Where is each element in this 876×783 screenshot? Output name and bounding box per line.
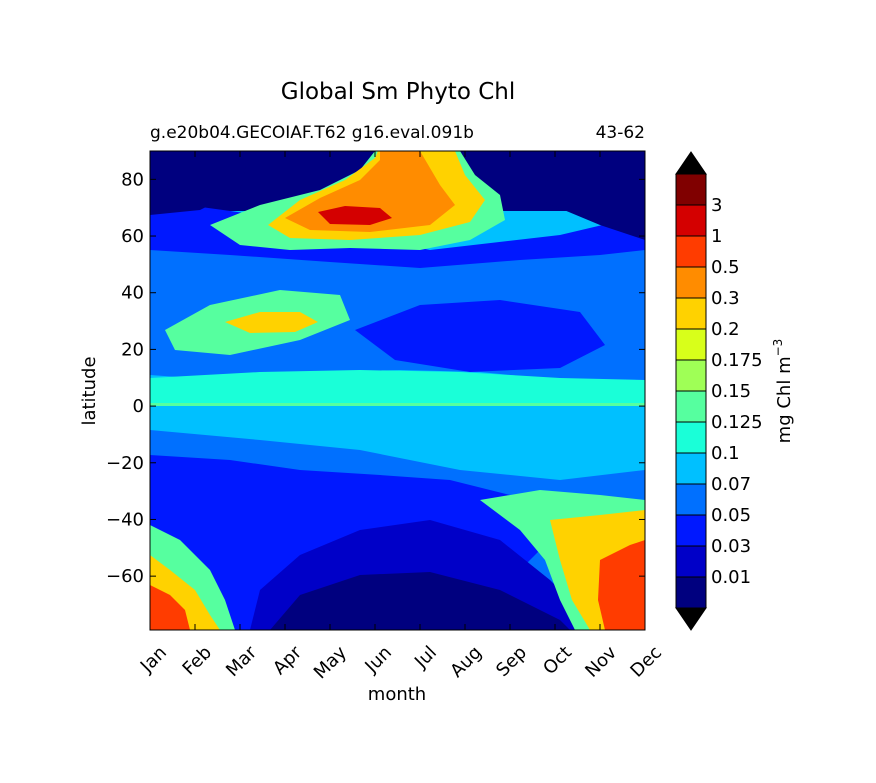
y-tick-label: −40	[106, 509, 144, 530]
colorbar-tick-label: 0.15	[711, 381, 751, 402]
colorbar-tick-label: 0.3	[711, 288, 740, 309]
y-axis-ticks: −60 −40 −20 0 20 40 60 80	[106, 169, 645, 587]
colorbar-segment	[675, 452, 707, 485]
colorbar-segment	[675, 545, 707, 578]
x-tick-label: Jul	[410, 642, 441, 673]
region-southern-ocean-dark	[270, 572, 570, 630]
colorbar-segment	[675, 266, 707, 299]
region-southern-summer-bloom-core	[598, 540, 645, 630]
region-north-winter-clear	[150, 151, 645, 240]
colorbar-segment	[675, 421, 707, 454]
colorbar-segment	[675, 173, 707, 206]
colorbar-segment	[675, 204, 707, 237]
x-tick-label: Mar	[222, 642, 261, 681]
colorbar-tick-label: 1	[711, 226, 722, 247]
colorbar-segment	[675, 297, 707, 330]
heatmap-field	[150, 151, 645, 630]
region-north-oligotrophic-gyre	[355, 300, 605, 372]
chart-subtitle-right: 43-62	[596, 123, 645, 143]
colorbar-tick-label: 0.5	[711, 257, 740, 278]
colorbar-tick-label: 0.2	[711, 319, 740, 340]
y-tick-label: 20	[121, 339, 144, 360]
colorbar-tick-label: 0.1	[711, 443, 740, 464]
region-equator-line	[150, 403, 645, 406]
chart-title: Global Sm Phyto Chl	[281, 79, 515, 105]
colorbar-segment	[675, 359, 707, 392]
x-tick-label: May	[310, 642, 351, 683]
colorbar-tick-label: 0.03	[711, 536, 751, 557]
colorbar-label-text: mg Chl m	[774, 356, 795, 443]
x-tick-label: Sep	[492, 642, 531, 681]
y-tick-label: −60	[106, 566, 144, 587]
region-southern-late-summer-bloom-core	[150, 585, 190, 630]
colorbar-segment	[675, 483, 707, 516]
chart-subtitle-left: g.e20b04.GECOIAF.T62 g16.eval.091b	[150, 123, 474, 143]
colorbar-tick-label: 3	[711, 195, 722, 216]
y-axis-label: latitude	[79, 356, 100, 425]
colorbar-tick-label: 0.175	[711, 350, 763, 371]
x-tick-label: Feb	[179, 642, 216, 679]
y-tick-label: 60	[121, 226, 144, 247]
colorbar-label: mg Chl m−3	[771, 339, 795, 444]
colorbar-extend-min	[675, 607, 707, 631]
region-arctic-bloom-core	[318, 206, 392, 225]
colorbar-segment	[675, 235, 707, 268]
plot-frame	[149, 150, 646, 631]
colorbar-segment	[675, 514, 707, 547]
colorbar-tick-label: 0.07	[711, 474, 751, 495]
colorbar-segment	[675, 390, 707, 423]
colorbar-segment	[675, 576, 707, 609]
colorbar-tick-label: 0.05	[711, 505, 751, 526]
colorbar-label-exponent: −3	[771, 339, 785, 357]
colorbar-tick-label: 0.01	[711, 567, 751, 588]
colorbar-extend-max	[675, 151, 707, 175]
y-tick-label: −20	[106, 453, 144, 474]
y-tick-label: 40	[121, 283, 144, 304]
colorbar-tick-label: 0.125	[711, 412, 763, 433]
x-tick-label: Jun	[361, 642, 396, 677]
x-axis-label: month	[368, 684, 426, 705]
region-north-subtropical-bloom-core	[225, 312, 318, 333]
y-tick-label: 80	[121, 169, 144, 190]
y-tick-label: 0	[133, 396, 144, 417]
x-tick-label: Apr	[269, 642, 306, 679]
x-tick-label: Jan	[136, 642, 171, 677]
x-tick-label: Dec	[627, 642, 666, 681]
colorbar: 0.01 0.03 0.05 0.07 0.1 0.125 0.15 0.175 0.2 0.3 0…	[675, 151, 763, 631]
colorbar-frame	[675, 173, 707, 609]
x-tick-label: Aug	[446, 642, 486, 682]
x-tick-label: Oct	[539, 642, 576, 679]
x-tick-label: Nov	[581, 642, 621, 682]
colorbar-segment	[675, 328, 707, 361]
region-equatorial-upwelling	[150, 370, 645, 403]
plot-area	[150, 151, 645, 630]
